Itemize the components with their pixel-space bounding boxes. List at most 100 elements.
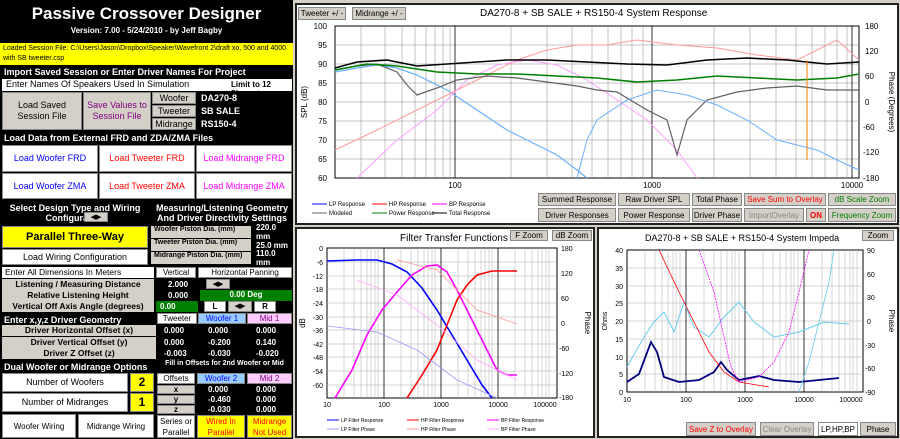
load-tweeter-zma-button[interactable]: Load Tweeter ZMA <box>99 173 195 199</box>
imp-bp-curve <box>698 249 810 383</box>
num-woofers-value[interactable]: 2 <box>130 373 154 392</box>
imp-y2tick-90: 90 <box>867 248 875 255</box>
impedance-zoom-button[interactable]: Zoom <box>862 230 894 241</box>
filter-xtick-10: 10 <box>323 402 331 409</box>
filter-y2tick-60: 60 <box>561 296 569 303</box>
phase-button[interactable]: Phase <box>860 422 896 436</box>
geo-col-mid1: Mid 1 <box>247 313 292 324</box>
filter-y2tick-m120: -120 <box>559 371 573 378</box>
load-woofer-zma-button[interactable]: Load Woofer ZMA <box>2 173 98 199</box>
top-xtick-100: 100 <box>448 181 462 190</box>
filter-ytick-m54: -54 <box>313 369 323 376</box>
mid-not-used-value[interactable]: Midrange Not Used <box>247 415 292 438</box>
geo-y-woofer[interactable]: -0.200 <box>208 338 231 347</box>
filter-xtick-1000: 1000 <box>433 402 449 409</box>
filter-decade-lines <box>383 248 499 398</box>
design-spinner[interactable]: ◀▶ <box>84 212 108 222</box>
load-midrange-zma-button[interactable]: Load Midrange ZMA <box>196 173 292 199</box>
filter-ytick-m24: -24 <box>313 301 323 308</box>
dual-y-woofer2[interactable]: -0.460 <box>208 395 231 404</box>
woofer-piston-value[interactable]: 220.0 mm <box>256 223 277 241</box>
height-value[interactable]: 0.000 <box>168 291 189 300</box>
top-xtick-10000: 10000 <box>841 181 864 190</box>
dual-x-woofer2[interactable]: 0.000 <box>208 385 229 394</box>
import-header: Import Saved Session or Enter Driver Nam… <box>0 65 293 78</box>
tweeter-piston-value[interactable]: 25.0 mm <box>256 240 289 250</box>
limit-note: Limit to 12 Characters <box>210 80 292 98</box>
geo-x-tweeter[interactable]: 0.000 <box>164 326 185 335</box>
filter-x-ticks: 10 100 1000 10000 100000 <box>323 402 557 409</box>
save-session-button[interactable]: Save Values to Session File <box>83 92 151 130</box>
load-midrange-frd-button[interactable]: Load Midrange FRD <box>196 145 292 172</box>
power-response-button[interactable]: Power Response <box>618 208 690 222</box>
filter-legend-hp: HP Filter Response <box>421 418 464 424</box>
imp-ylabel: Ohms <box>602 311 609 330</box>
geo-z-mid[interactable]: -0.020 <box>256 349 279 358</box>
clear-overlay-button[interactable]: Clear Overlay <box>760 422 814 436</box>
distance-label: Listening / Measuring Distance <box>2 279 154 290</box>
mid-wiring-button[interactable]: Midrange Wiring <box>78 414 154 438</box>
system-response-chart: 100 95 90 85 80 75 70 65 60 180 120 60 0… <box>300 22 896 217</box>
pan-spinner[interactable]: ◀▶ <box>206 279 230 289</box>
num-mids-value[interactable]: 1 <box>130 393 154 412</box>
filter-ytick-m30: -30 <box>313 315 323 322</box>
dual-x-mid2[interactable]: 0.000 <box>256 385 277 394</box>
filter-hp-curve <box>406 270 517 399</box>
overlay-on-toggle[interactable]: ON <box>806 208 826 222</box>
lp-hp-bp-button[interactable]: LP,HP,BP <box>818 422 858 436</box>
filter-f-zoom-button[interactable]: F Zoom <box>510 230 548 241</box>
summed-response-button[interactable]: Summed Response <box>538 193 616 206</box>
filter-legend-bp-phase: BP Filter Phase <box>501 427 536 433</box>
imp-grid <box>627 250 863 392</box>
filter-ytick-m6: -6 <box>317 260 323 267</box>
filter-db-zoom-button[interactable]: dB Zoom <box>552 230 592 241</box>
geo-z-tweeter[interactable]: -0.003 <box>164 349 187 358</box>
pan-right-button[interactable]: R <box>254 301 276 312</box>
dual-z-mid2[interactable]: 0.000 <box>256 405 277 414</box>
geo-z-woofer[interactable]: -0.030 <box>208 349 231 358</box>
driver-responses-button[interactable]: Driver Responses <box>538 208 616 222</box>
top-y2tick-m120: -120 <box>863 148 880 157</box>
load-woofer-frd-button[interactable]: Load Woofer FRD <box>2 145 98 172</box>
tweeter-piston-label: Tweeter Piston Dia. (mm) <box>151 239 251 251</box>
midrange-piston-value[interactable]: 110.0 mm <box>256 249 276 267</box>
load-wiring-button[interactable]: Load Wiring Configuration <box>2 249 148 265</box>
woofer-name-input[interactable]: DA270-8 <box>201 93 238 103</box>
tweeter-polarity-tab[interactable]: Tweeter +/ - <box>298 7 346 20</box>
frequency-zoom-button[interactable]: Frequency Zoom <box>828 208 896 222</box>
distance-value[interactable]: 2.000 <box>168 280 189 289</box>
dual-y-mid2[interactable]: 0.000 <box>256 395 277 404</box>
midrange-polarity-tab[interactable]: Midrange +/ - <box>352 7 406 20</box>
pan-lr-spinner[interactable]: ◀▶ <box>228 301 252 312</box>
title-block: Passive Crossover Designer Version: 7.00… <box>0 0 293 42</box>
wired-parallel-value[interactable]: Wired In Parallel <box>197 415 245 438</box>
filter-legend-lp: LP Filter Response <box>341 418 384 424</box>
driver-phase-button[interactable]: Driver Phase <box>692 208 742 222</box>
load-tweeter-frd-button[interactable]: Load Tweeter FRD <box>99 145 195 172</box>
legend-total-response: Total Response <box>449 211 491 217</box>
dual-z-woofer2[interactable]: -0.030 <box>208 405 231 414</box>
load-session-button[interactable]: Load Saved Session File <box>2 92 82 130</box>
filter-y-ticks: 0 -6 -12 -18 -24 -30 -36 -42 -48 -54 -60 <box>313 246 323 390</box>
top-y2-ticks: 180 120 60 0 -60 -120 -180 <box>863 22 880 183</box>
geo-x-woofer[interactable]: 0.000 <box>208 326 229 335</box>
midrange-name-input[interactable]: RS150-4 <box>201 119 237 129</box>
tweeter-name-input[interactable]: SB SALE <box>201 106 241 116</box>
geo-y-tweeter[interactable]: 0.000 <box>164 338 185 347</box>
top-curve-bp-response <box>356 59 698 179</box>
woofer-wiring-button[interactable]: Woofer Wiring <box>2 414 76 438</box>
geo-y-mid[interactable]: 0.140 <box>256 338 277 347</box>
db-scale-zoom-button[interactable]: dB Scale Zoom <box>828 193 896 206</box>
import-overlay-button[interactable]: ImportOverlay <box>744 208 804 222</box>
raw-driver-spl-button[interactable]: Raw Driver SPL <box>618 193 690 206</box>
angle-value[interactable]: 0.00 <box>156 301 198 312</box>
top-ytick-70: 70 <box>318 136 327 145</box>
design-type-select[interactable]: Parallel Three-Way <box>2 226 148 248</box>
top-curve-lp-response <box>334 64 588 179</box>
save-z-overlay-button[interactable]: Save Z to Overlay <box>686 422 756 436</box>
pan-left-button[interactable]: L <box>204 301 226 312</box>
midrange-piston-label: Midrange Piston Dia. (mm) <box>151 252 251 264</box>
save-sum-overlay-button[interactable]: Save Sum to Overlay <box>744 193 826 206</box>
geo-x-mid[interactable]: 0.000 <box>256 326 277 335</box>
total-phase-button[interactable]: Total Phase <box>692 193 742 206</box>
